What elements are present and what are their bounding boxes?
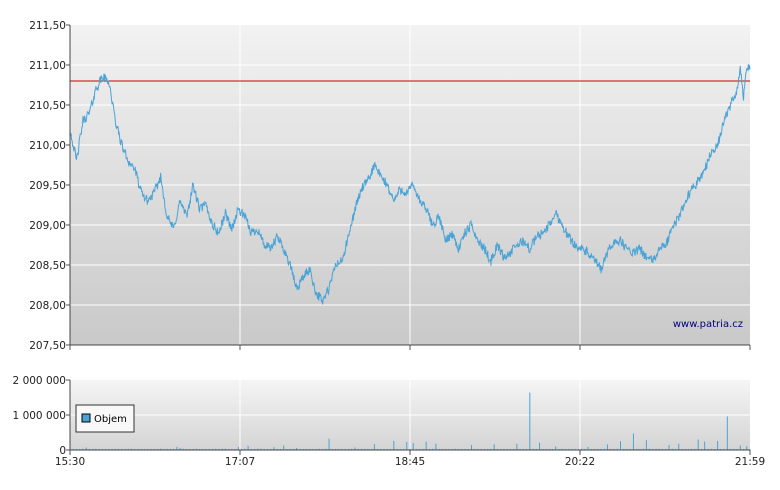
- price-y-tick-label-3: 210,00: [29, 140, 66, 152]
- volume-y-tick-label-2: 0: [59, 445, 66, 457]
- x-tick-label-2: 18:45: [395, 456, 425, 468]
- price-y-tick-label-0: 211,50: [29, 20, 66, 32]
- price-series-line: [69, 64, 751, 305]
- x-tick-label-4: 21:59: [735, 456, 765, 468]
- volume-y-tick-label-0: 2 000 000: [13, 375, 66, 387]
- volume-gridlines: [70, 380, 750, 450]
- x-tick-label-0: 15:30: [55, 456, 85, 468]
- price-y-tick-label-2: 210,50: [29, 100, 66, 112]
- volume-legend-swatch: [81, 413, 91, 423]
- volume-y-tick-label-1: 1 000 000: [13, 410, 66, 422]
- price-y-tick-label-7: 208,00: [29, 300, 66, 312]
- price-panel: 211,50 211,00 210,50 210,00 209,50 209,00 208,…: [29, 20, 751, 352]
- price-y-tick-label-8: 207,50: [29, 340, 66, 352]
- price-y-tick-label-1: 211,00: [29, 60, 66, 72]
- price-y-tick-label-4: 209,50: [29, 180, 66, 192]
- price-axes: [66, 24, 751, 350]
- price-y-tick-label-6: 208,50: [29, 260, 66, 272]
- volume-legend: Objem: [75, 404, 135, 433]
- price-y-ticks: 211,50 211,00 210,50 210,00 209,50 209,00 208,…: [29, 20, 66, 352]
- volume-legend-label: Objem: [94, 414, 127, 425]
- price-gridlines: [70, 25, 750, 345]
- volume-axes: [66, 379, 751, 455]
- watermark: www.patria.cz: [673, 319, 743, 330]
- volume-panel: 2 000 000 1 000 000 0 15:30 17:07 18:45 20:22…: [13, 375, 766, 468]
- volume-x-ticks: 15:30 17:07 18:45 20:22 21:59: [55, 456, 765, 468]
- x-tick-label-1: 17:07: [225, 456, 255, 468]
- price-y-tick-label-5: 209,00: [29, 220, 66, 232]
- x-tick-label-3: 20:22: [565, 456, 595, 468]
- volume-y-ticks: 2 000 000 1 000 000 0: [13, 375, 66, 457]
